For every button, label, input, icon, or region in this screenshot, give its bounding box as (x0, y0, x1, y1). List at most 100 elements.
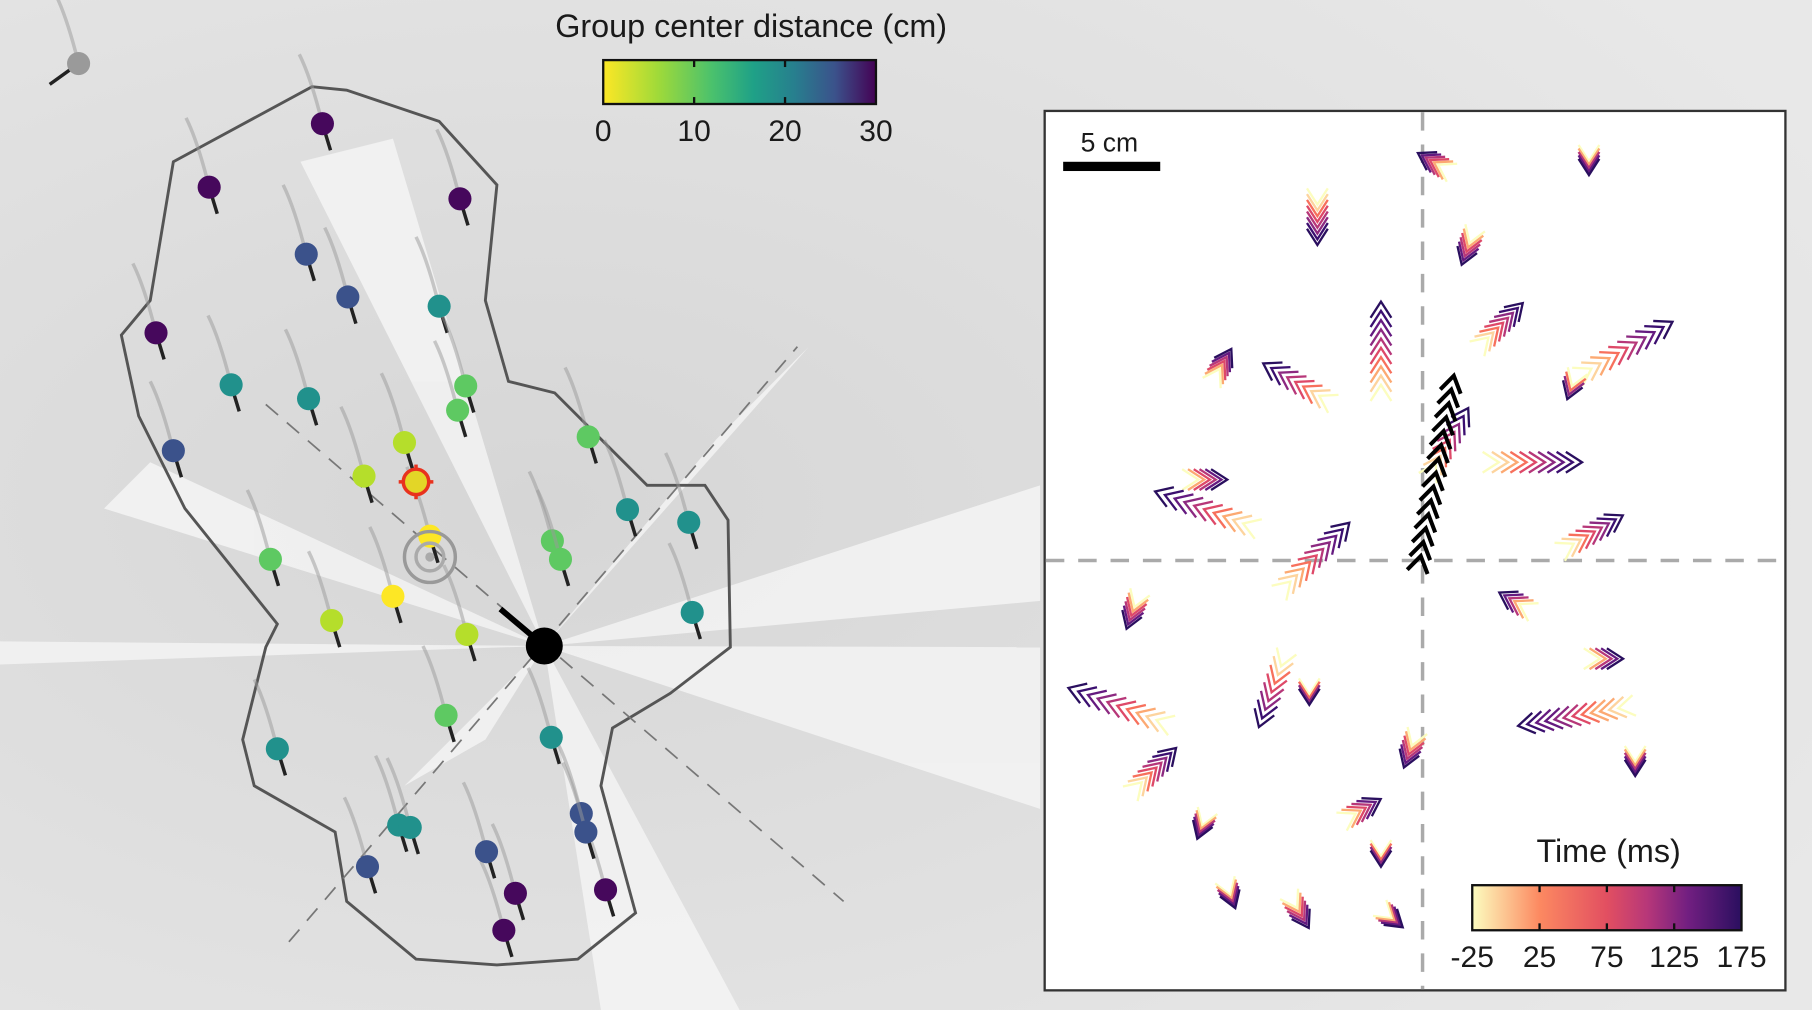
colorbar-tick-label: 175 (1716, 941, 1766, 974)
chevron (1288, 904, 1309, 926)
chevron (1105, 696, 1127, 719)
fish-marker (563, 366, 600, 464)
chevron (1369, 345, 1393, 365)
chevron (1297, 553, 1319, 575)
chevron (1361, 797, 1383, 817)
chevron (1154, 714, 1176, 736)
chevron (1500, 450, 1520, 474)
trajectory-cluster (1066, 682, 1176, 736)
chevron (1491, 450, 1511, 474)
chevron (1124, 601, 1146, 623)
startle-fish-marker (498, 606, 563, 665)
chevron (1577, 144, 1601, 164)
chevron (1617, 340, 1639, 361)
chevron (1211, 507, 1233, 529)
chevron (1512, 599, 1534, 619)
fish-marker (252, 678, 289, 776)
chevron (1456, 245, 1478, 267)
fish-marker (148, 380, 185, 478)
chevron (1266, 673, 1288, 695)
colorbar-title: Time (ms) (1536, 833, 1680, 869)
chevron (1261, 361, 1283, 382)
trajectory-cluster (1497, 590, 1539, 622)
chevron (1127, 775, 1149, 797)
chevron (1497, 590, 1519, 611)
chevron (1284, 567, 1306, 588)
chevron (1306, 193, 1329, 213)
chevron (1192, 500, 1214, 522)
chevron (1253, 708, 1275, 730)
chevron (1193, 816, 1215, 838)
chevron (1369, 317, 1393, 337)
chevron (1528, 450, 1548, 474)
fish-marker (379, 372, 417, 470)
chevron (1346, 805, 1368, 826)
chevron (1436, 162, 1458, 183)
chevron (1635, 330, 1657, 350)
trajectory-cluster (1122, 746, 1178, 802)
chevron (1221, 511, 1243, 533)
chevron (1137, 766, 1158, 787)
chevron (1405, 552, 1430, 575)
chevron (1608, 345, 1630, 366)
chevron (1309, 389, 1331, 409)
chevron (1426, 441, 1450, 464)
chevron (1599, 350, 1621, 371)
fish-marker (206, 314, 243, 412)
trajectory-cluster (1279, 888, 1311, 930)
fish-marker (245, 489, 282, 587)
chevron (1122, 605, 1145, 627)
fish-marker (368, 526, 405, 624)
fish-marker (441, 315, 478, 414)
trajectory-cluster (1253, 647, 1298, 730)
chevron (1415, 496, 1440, 520)
chevron (1369, 839, 1393, 859)
fish-marker (479, 860, 516, 958)
trajectory-cluster (1181, 468, 1230, 491)
chevron (1421, 469, 1445, 492)
chevron (1653, 319, 1675, 340)
fish-marker (432, 340, 470, 438)
fish-marker (490, 823, 527, 921)
chevron (1152, 751, 1173, 772)
chevron (1623, 755, 1647, 775)
chevron (1330, 521, 1351, 542)
chevron (1577, 147, 1601, 167)
colorbar-title: Group center distance (cm) (555, 8, 947, 44)
chevron (1306, 187, 1329, 207)
chevron (1336, 811, 1358, 832)
chevron (1436, 430, 1457, 452)
chevron (1398, 748, 1420, 770)
chevron (1129, 588, 1151, 610)
chevron (1156, 746, 1178, 768)
chevron (1269, 365, 1291, 386)
chevron (1428, 427, 1453, 450)
chevron (1275, 647, 1298, 669)
chevron (1323, 527, 1345, 549)
chevron (1509, 450, 1529, 474)
chevron (1297, 684, 1321, 704)
chevron (1210, 468, 1230, 491)
chevron (1561, 537, 1583, 558)
chevron (1493, 311, 1515, 332)
chevron (1418, 483, 1443, 506)
trajectory-cluster (1583, 647, 1626, 671)
chevron (1241, 518, 1263, 540)
fish-marker (48, 0, 91, 86)
fish-marker (667, 542, 704, 640)
chevron (1317, 393, 1339, 414)
chevron (1279, 888, 1300, 910)
chevron (1144, 711, 1166, 733)
chevron (1565, 371, 1587, 393)
chevron (1406, 726, 1428, 748)
visual-field-wedges (0, 138, 1041, 1010)
chevron (1297, 677, 1321, 697)
chevron (1561, 703, 1582, 727)
chevron (1623, 745, 1647, 765)
chevron (1356, 799, 1378, 820)
trajectory-cluster (1202, 347, 1234, 389)
visual-wedge (104, 462, 545, 646)
chevron (1401, 739, 1424, 761)
chevron (1546, 450, 1566, 474)
fish-marker (664, 452, 701, 550)
